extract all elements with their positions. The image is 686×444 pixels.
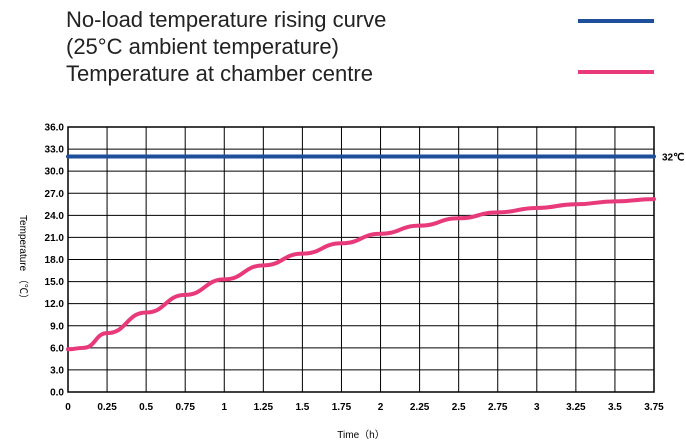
y-tick-label: 15.0	[45, 277, 65, 288]
x-tick-label: 3	[534, 402, 540, 413]
x-tick-label: 2.25	[410, 402, 430, 413]
chart-series	[66, 154, 656, 352]
y-tick-label: 30.0	[45, 167, 65, 178]
x-tick-label: 2	[378, 402, 384, 413]
legend-title-line-2: (25°C ambient temperature)	[66, 34, 339, 59]
x-tick-label: 0	[65, 402, 71, 413]
y-tick-label: 0.0	[50, 388, 64, 399]
legend-swatches	[578, 19, 654, 74]
x-tick-label: 1.5	[295, 402, 309, 413]
x-tick-label: 3.75	[644, 402, 664, 413]
chart-grid	[67, 126, 655, 393]
x-tick-label: 3.25	[566, 402, 586, 413]
x-tick-label: 0.75	[175, 402, 195, 413]
y-tick-label: 9.0	[50, 321, 64, 332]
y-tick-label: 24.0	[45, 211, 65, 222]
legend-title-line-3: Temperature at chamber centre	[66, 61, 373, 86]
y-tick-label: 3.0	[50, 365, 64, 376]
y-tick-label: 12.0	[45, 299, 65, 310]
y-tick-label: 21.0	[45, 233, 65, 244]
y-tick-label: 27.0	[45, 189, 65, 200]
chart-ticks: 0 0.25 0.5 0.75 1 1.25 1.5 1.75 2 2.25 2.5 2.75 3 3.2…	[45, 123, 665, 414]
x-tick-label: 0.5	[139, 402, 153, 413]
y-tick-label: 33.0	[45, 145, 65, 156]
series-line-1	[66, 197, 656, 352]
x-tick-label: 2.75	[488, 402, 508, 413]
x-tick-label: 1.75	[332, 402, 352, 413]
y-axis-label: Temperature （℃）	[17, 215, 29, 304]
x-tick-label: 1	[221, 402, 227, 413]
y-tick-label: 18.0	[45, 255, 65, 266]
annotation-32c: 32℃	[662, 152, 684, 163]
legend-title-line-1: No-load temperature rising curve	[66, 7, 387, 32]
x-tick-label: 1.25	[254, 402, 274, 413]
x-tick-label: 0.25	[97, 402, 117, 413]
legend-text-block: No-load temperature rising curve (25°C a…	[66, 6, 386, 87]
x-tick-label: 3.5	[608, 402, 622, 413]
y-tick-label: 6.0	[50, 343, 64, 354]
x-axis-label: Time（h）	[337, 429, 384, 441]
x-tick-label: 2.5	[452, 402, 466, 413]
y-tick-label: 36.0	[45, 123, 65, 134]
